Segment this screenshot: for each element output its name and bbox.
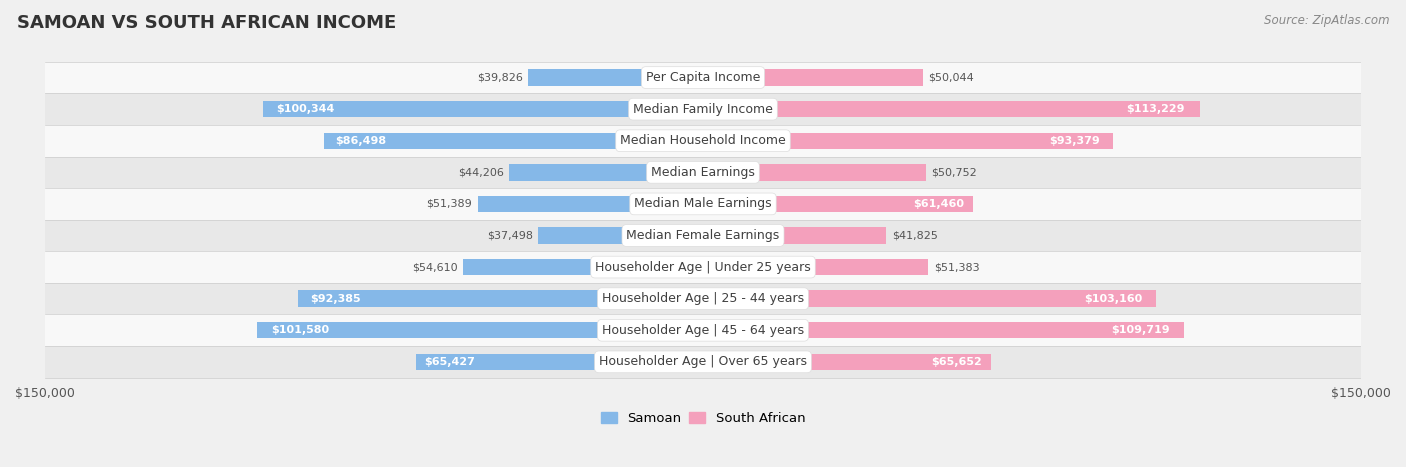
- Text: $39,826: $39,826: [477, 72, 523, 83]
- Text: $101,580: $101,580: [271, 325, 329, 335]
- Legend: Samoan, South African: Samoan, South African: [598, 410, 808, 428]
- Text: $61,460: $61,460: [914, 199, 965, 209]
- Bar: [257, 322, 703, 339]
- Text: $54,610: $54,610: [412, 262, 458, 272]
- FancyBboxPatch shape: [45, 93, 1361, 125]
- Bar: [478, 196, 703, 212]
- Text: $92,385: $92,385: [309, 294, 360, 304]
- Text: $51,389: $51,389: [426, 199, 472, 209]
- Bar: [416, 354, 703, 370]
- Bar: [703, 101, 1199, 117]
- Bar: [464, 259, 703, 276]
- Text: $37,498: $37,498: [488, 231, 533, 241]
- FancyBboxPatch shape: [45, 314, 1361, 346]
- Bar: [703, 354, 991, 370]
- FancyBboxPatch shape: [45, 125, 1361, 156]
- Bar: [703, 322, 1184, 339]
- Text: $50,044: $50,044: [928, 72, 973, 83]
- FancyBboxPatch shape: [45, 251, 1361, 283]
- FancyBboxPatch shape: [45, 283, 1361, 314]
- Bar: [509, 164, 703, 181]
- Text: $100,344: $100,344: [276, 104, 335, 114]
- Bar: [703, 133, 1112, 149]
- Bar: [703, 259, 928, 276]
- Text: Median Family Income: Median Family Income: [633, 103, 773, 116]
- Bar: [703, 290, 1156, 307]
- Text: SAMOAN VS SOUTH AFRICAN INCOME: SAMOAN VS SOUTH AFRICAN INCOME: [17, 14, 396, 32]
- Text: Median Female Earnings: Median Female Earnings: [627, 229, 779, 242]
- Text: Per Capita Income: Per Capita Income: [645, 71, 761, 84]
- FancyBboxPatch shape: [45, 188, 1361, 219]
- Text: $41,825: $41,825: [891, 231, 938, 241]
- Bar: [703, 196, 973, 212]
- Bar: [529, 69, 703, 86]
- Text: Householder Age | Under 25 years: Householder Age | Under 25 years: [595, 261, 811, 274]
- Bar: [323, 133, 703, 149]
- Text: $65,427: $65,427: [425, 357, 475, 367]
- Text: Median Male Earnings: Median Male Earnings: [634, 198, 772, 211]
- Text: Householder Age | 45 - 64 years: Householder Age | 45 - 64 years: [602, 324, 804, 337]
- Text: $109,719: $109,719: [1111, 325, 1170, 335]
- Text: $86,498: $86,498: [335, 136, 387, 146]
- FancyBboxPatch shape: [45, 219, 1361, 251]
- Bar: [703, 227, 887, 244]
- Text: $50,752: $50,752: [931, 167, 977, 177]
- Text: $44,206: $44,206: [458, 167, 503, 177]
- Bar: [703, 164, 925, 181]
- Text: Source: ZipAtlas.com: Source: ZipAtlas.com: [1264, 14, 1389, 27]
- FancyBboxPatch shape: [45, 346, 1361, 378]
- Text: Householder Age | Over 65 years: Householder Age | Over 65 years: [599, 355, 807, 368]
- FancyBboxPatch shape: [45, 156, 1361, 188]
- Text: Median Earnings: Median Earnings: [651, 166, 755, 179]
- Text: $103,160: $103,160: [1084, 294, 1142, 304]
- Text: $93,379: $93,379: [1050, 136, 1101, 146]
- Text: $65,652: $65,652: [932, 357, 983, 367]
- Text: Householder Age | 25 - 44 years: Householder Age | 25 - 44 years: [602, 292, 804, 305]
- Bar: [538, 227, 703, 244]
- Bar: [298, 290, 703, 307]
- Text: Median Household Income: Median Household Income: [620, 134, 786, 147]
- Bar: [263, 101, 703, 117]
- Text: $113,229: $113,229: [1126, 104, 1185, 114]
- Text: $51,383: $51,383: [934, 262, 980, 272]
- FancyBboxPatch shape: [45, 62, 1361, 93]
- Bar: [703, 69, 922, 86]
